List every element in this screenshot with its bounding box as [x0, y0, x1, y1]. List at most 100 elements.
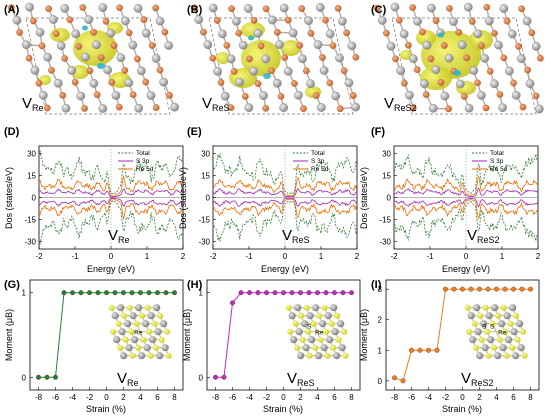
inset-re-atom	[306, 312, 314, 320]
total-dos-curve	[393, 153, 539, 194]
inset-s-atom	[294, 344, 301, 351]
y-tick-label: 0	[206, 194, 211, 203]
structure-panel-c	[373, 2, 544, 115]
axis-ticks: -8 -6 -4 -2 0 2 4 6 810	[199, 289, 355, 402]
s-atom	[140, 16, 148, 23]
re-atom	[335, 53, 344, 63]
inset-s-atom	[484, 328, 491, 335]
inset-s-atom	[485, 352, 492, 359]
s-atom	[227, 104, 235, 111]
negative-isosurface	[248, 35, 254, 41]
re-atom	[525, 79, 535, 88]
inset-re-atom	[111, 312, 119, 320]
x-tick-label: 8	[349, 393, 354, 402]
panel-label-g: (G)	[4, 279, 20, 291]
s-atom	[108, 79, 116, 86]
s-atom	[66, 16, 74, 24]
x-tick-label: 6	[511, 393, 516, 402]
x-tick-label: -1	[245, 252, 253, 261]
panel-label-d: (D)	[4, 126, 20, 138]
y-tick-label: -30	[24, 238, 36, 247]
y-tick-label: 2	[378, 316, 383, 325]
s-atom	[61, 55, 69, 62]
re-atom	[238, 40, 248, 50]
re-atom	[464, 103, 474, 113]
inset-s-atom	[157, 312, 164, 319]
s-atom	[235, 29, 243, 37]
re-atom	[463, 2, 473, 12]
moment-point	[172, 290, 177, 296]
inset-s-atom	[287, 328, 294, 335]
inset-s-atom	[342, 352, 349, 359]
s-atom	[496, 91, 504, 98]
re-atom	[390, 2, 400, 12]
inset-re-atom	[491, 304, 499, 312]
re-atom	[84, 15, 94, 24]
inset-s-atom	[323, 328, 330, 335]
legend-total: Total	[490, 150, 504, 157]
s3p-dos-curve	[38, 188, 184, 198]
re-atom	[12, 15, 22, 25]
inset-s-atom	[502, 328, 509, 335]
s-atom	[432, 17, 440, 25]
s-atom	[455, 28, 463, 36]
x-tick-label: 1	[319, 252, 324, 261]
inset-re-atom	[124, 320, 132, 328]
vacancy-site-label: S	[482, 324, 487, 331]
s-atom	[281, 54, 289, 61]
axis-ticks: -8 -6 -4 -2 0 2 4 6 8 3 2 1 0	[378, 285, 534, 402]
y-tick-label: 15	[27, 171, 36, 180]
s-atom	[274, 28, 281, 36]
re-atom	[98, 104, 108, 113]
inset-s-atom	[495, 312, 502, 319]
re-atom	[232, 16, 241, 26]
re-atom	[338, 16, 347, 26]
s3p-dos-curve	[393, 197, 539, 208]
s-atom	[35, 79, 43, 87]
inset-s-atom	[303, 304, 310, 311]
panel-label-f: (F)	[371, 126, 385, 138]
y-tick-label: 15	[382, 171, 391, 180]
re-atom	[408, 54, 418, 64]
re-atom	[235, 77, 245, 87]
s-atom	[336, 105, 344, 113]
x-axis-title-h: Strain (%)	[263, 404, 303, 414]
moment-point	[511, 286, 516, 292]
s-atom	[217, 79, 225, 86]
inset-s-atom	[478, 336, 485, 343]
re-atom	[511, 90, 521, 100]
s-atom	[307, 29, 315, 37]
re5d-dos-curve	[393, 199, 539, 220]
inset-re-atom	[131, 336, 139, 344]
re-atom	[534, 104, 544, 114]
re-atom	[226, 54, 236, 64]
moment-point	[44, 374, 50, 380]
moment-point	[146, 290, 152, 296]
s-atom	[510, 79, 517, 87]
moment-point	[485, 286, 491, 292]
re-atom	[155, 16, 165, 26]
inset-s-atom	[151, 320, 158, 327]
y-axis-title-h: Moment (μB)	[182, 309, 192, 361]
re-atom	[304, 16, 313, 26]
x-axis-title-f: Energy (eV)	[442, 264, 490, 274]
moment-vacancy-label-i: VReS2	[461, 370, 494, 388]
inset-s-atom	[128, 328, 135, 335]
re-atom	[351, 102, 360, 112]
y-tick-label: 1	[22, 289, 27, 298]
inset-s-atom	[126, 304, 133, 311]
re-atom	[56, 41, 66, 51]
inset-re-atom	[512, 352, 520, 360]
inset-re-atom	[324, 312, 332, 320]
s-atom	[537, 54, 544, 62]
inset-re-atom	[517, 344, 525, 352]
inset-s-atom	[122, 336, 129, 343]
re-atom	[38, 90, 48, 100]
vacancy-site-label: Re	[134, 330, 143, 337]
s-atom	[440, 42, 448, 49]
s-atom	[81, 105, 88, 112]
inset-s-atom	[464, 304, 471, 311]
s-atom	[257, 42, 265, 50]
re-atom	[283, 66, 293, 76]
re-atom	[146, 91, 156, 100]
